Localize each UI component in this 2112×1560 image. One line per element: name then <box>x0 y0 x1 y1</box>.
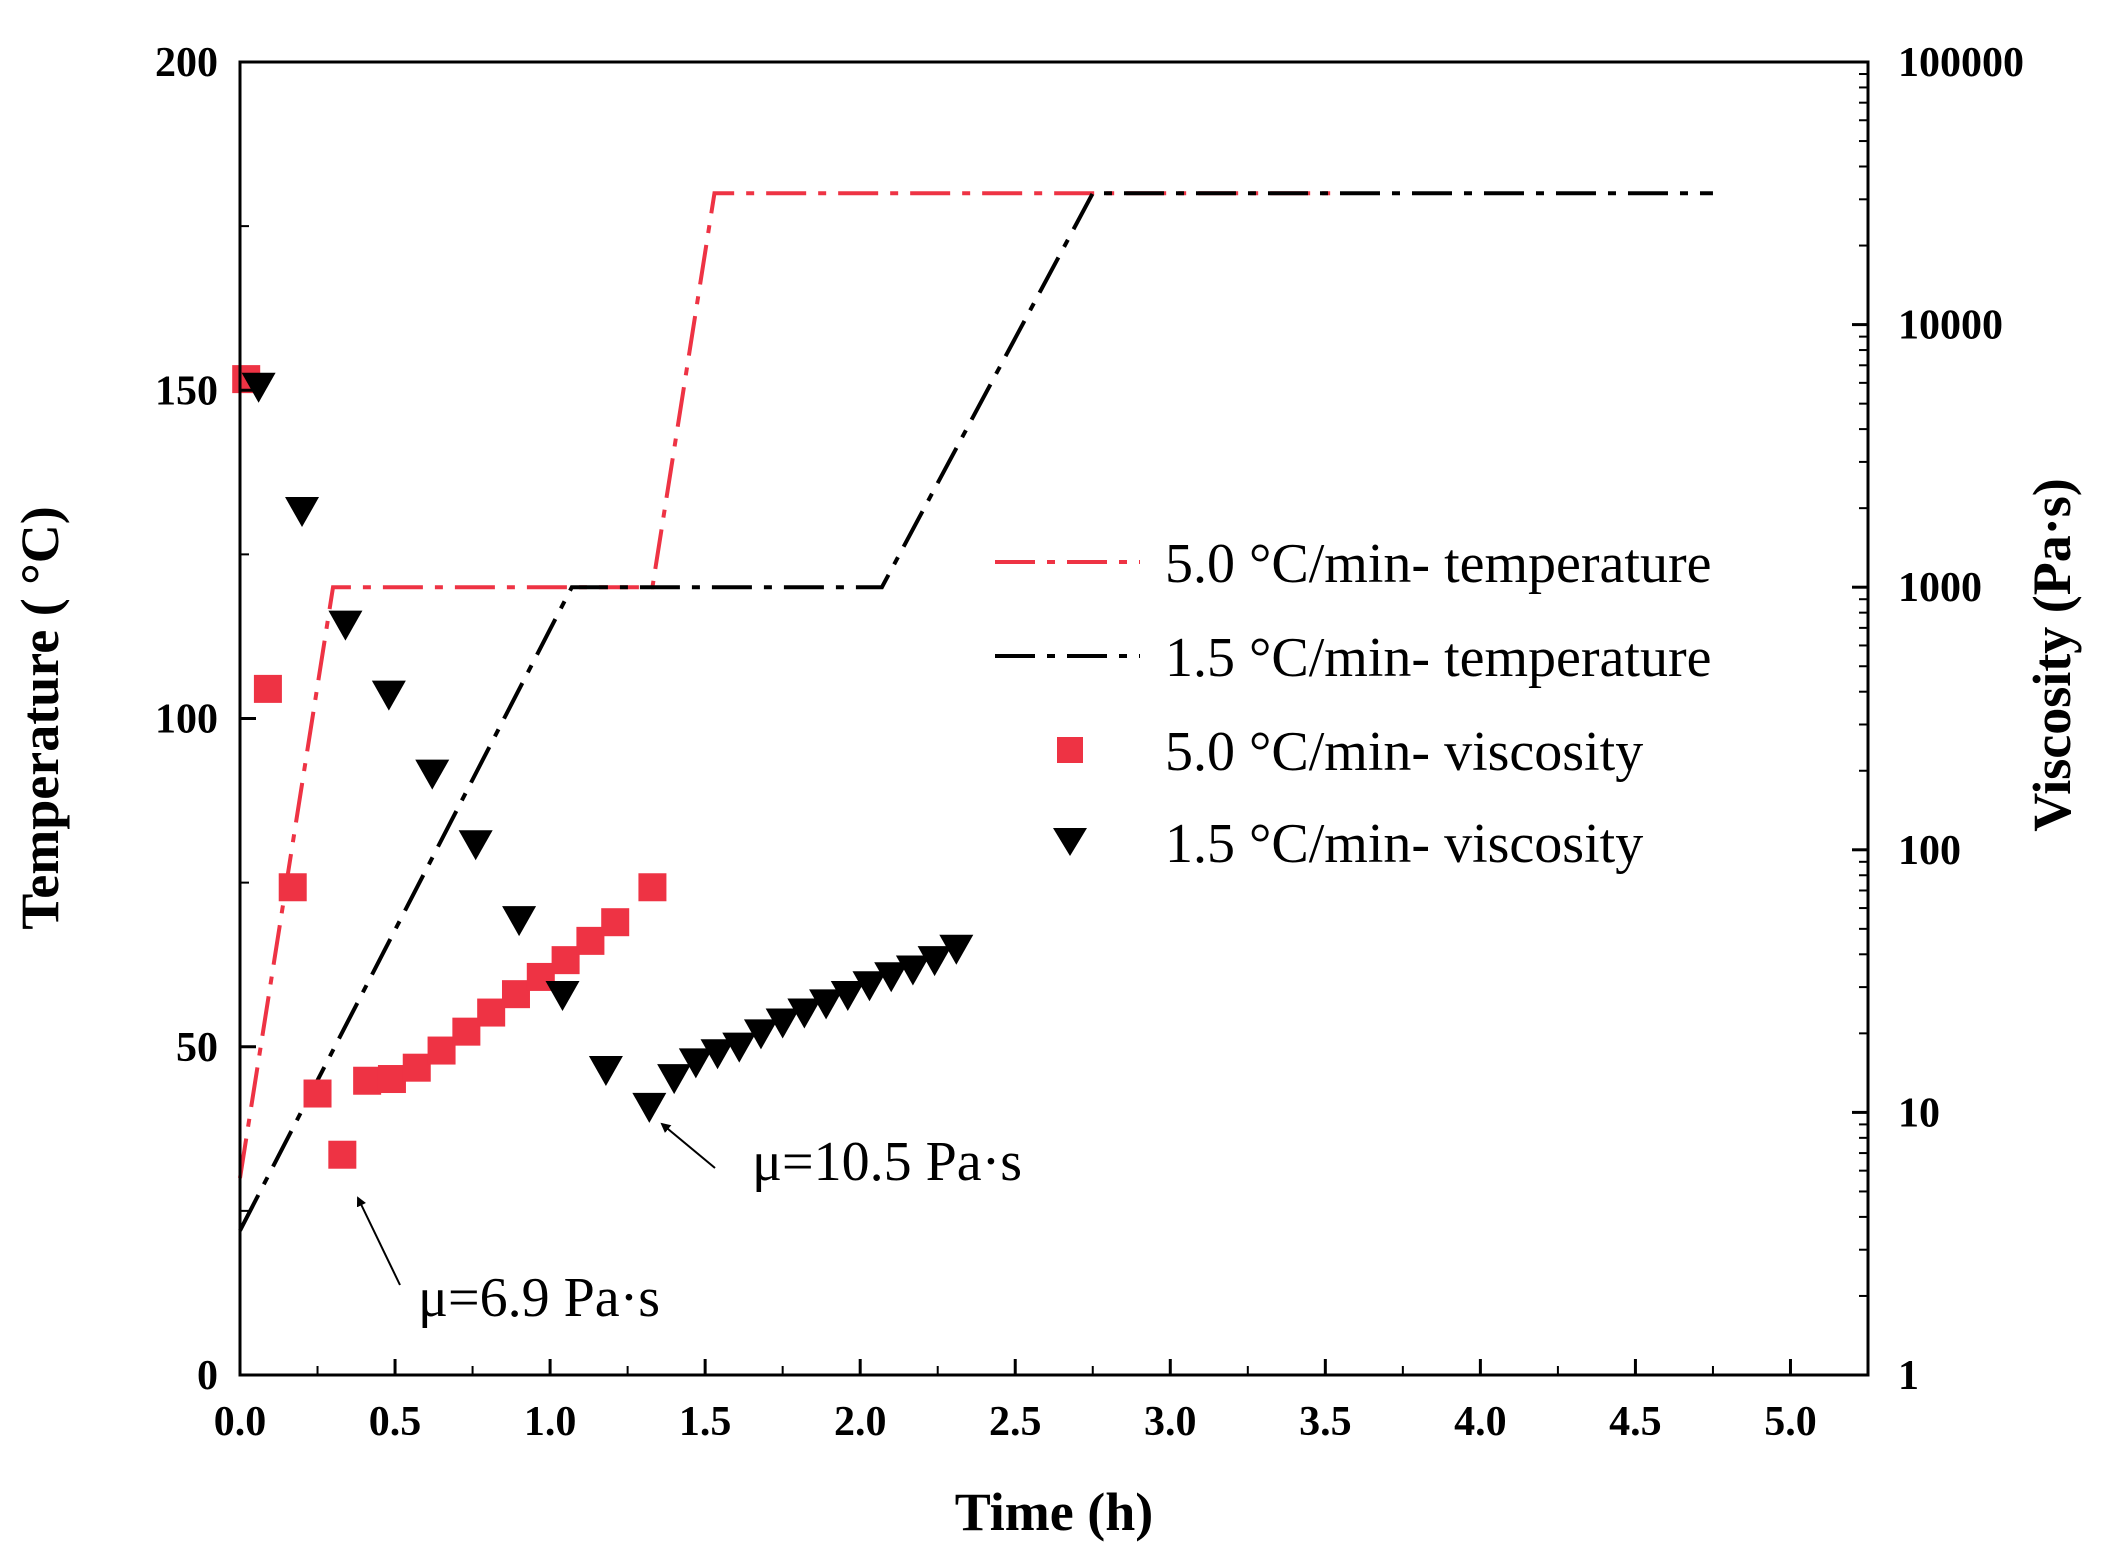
data-point-triangle <box>809 989 844 1020</box>
data-point-square <box>253 674 282 703</box>
data-point-square <box>377 1065 406 1094</box>
data-point-triangle <box>588 1056 623 1087</box>
data-point-triangle <box>852 971 887 1002</box>
x-tick-label: 5.0 <box>1764 1399 1817 1445</box>
data-point-square <box>427 1036 456 1065</box>
data-point-triangle <box>545 980 580 1011</box>
data-point-triangle <box>371 680 406 711</box>
x-tick-label: 3.0 <box>1144 1399 1197 1445</box>
data-point-triangle <box>328 610 363 641</box>
x-tick-label: 1.5 <box>679 1399 732 1445</box>
data-point-triangle <box>743 1019 778 1050</box>
data-point-square <box>303 1079 332 1108</box>
data-point-triangle <box>458 830 493 861</box>
data-point-triangle <box>917 946 952 977</box>
y-left-tick-label: 50 <box>176 1025 218 1071</box>
x-tick-label: 4.5 <box>1609 1399 1662 1445</box>
data-point-square <box>477 998 506 1027</box>
annotation-text-min-1-5c: μ=10.5 Pa·s <box>752 1131 1022 1193</box>
data-point-square <box>638 873 667 902</box>
data-point-triangle <box>657 1064 692 1095</box>
annotation-arrow-min-5c <box>356 1196 401 1286</box>
data-point-triangle <box>502 906 537 937</box>
data-point-triangle <box>830 980 865 1011</box>
data-point-square <box>278 873 307 902</box>
legend-label-1-5c-temperature: 1.5 °C/min- temperature <box>1165 627 1711 689</box>
data-point-triangle <box>678 1048 713 1079</box>
data-point-square <box>353 1066 382 1095</box>
legend-label-5c-temperature: 5.0 °C/min- temperature <box>1165 533 1711 595</box>
x-tick-label: 0.0 <box>214 1399 267 1445</box>
x-tick-label: 3.5 <box>1299 1399 1352 1445</box>
x-tick-label: 2.5 <box>989 1399 1042 1445</box>
y-right-tick-label: 100 <box>1898 828 1961 874</box>
legend-swatch-1-5c-viscosity <box>1053 828 1087 856</box>
data-point-triangle <box>241 372 276 403</box>
data-point-triangle <box>895 955 930 986</box>
data-point-square <box>402 1053 431 1082</box>
y-left-tick-label: 200 <box>155 40 218 86</box>
y-right-tick-label: 1 <box>1898 1353 1919 1399</box>
annotation-text-min-5c: μ=6.9 Pa·s <box>418 1267 660 1329</box>
data-point-square <box>452 1017 481 1046</box>
data-point-triangle <box>722 1032 757 1063</box>
data-point-triangle <box>632 1092 667 1123</box>
data-point-square <box>551 946 580 975</box>
data-point-triangle <box>787 998 822 1029</box>
x-tick-label: 0.5 <box>369 1399 422 1445</box>
y-right-tick-label: 1000 <box>1898 565 1982 611</box>
y-right-tick-label: 10000 <box>1898 303 2003 349</box>
data-point-square <box>576 926 605 955</box>
y-left-tick-label: 0 <box>197 1353 218 1399</box>
legend: 5.0 °C/min- temperature 1.5 °C/min- temp… <box>995 533 1711 875</box>
annotations: μ=6.9 Pa·s μ=10.5 Pa·s <box>356 1122 1022 1329</box>
y-left-axis-title: Temperature ( °C) <box>10 506 70 930</box>
y-left-tick-label: 100 <box>155 697 218 743</box>
plot-frame <box>238 60 1870 1377</box>
data-point-square <box>601 908 630 937</box>
series-line-1-5-c-min-temperature <box>238 191 1713 1232</box>
data-point-triangle <box>700 1039 735 1070</box>
legend-label-5c-viscosity: 5.0 °C/min- viscosity <box>1165 721 1643 783</box>
x-tick-label: 4.0 <box>1454 1399 1507 1445</box>
y-right-tick-label: 10 <box>1898 1090 1940 1136</box>
x-tick-label: 2.0 <box>834 1399 887 1445</box>
legend-label-1-5c-viscosity: 1.5 °C/min- viscosity <box>1165 813 1643 875</box>
x-tick-label: 1.0 <box>524 1399 577 1445</box>
data-point-triangle <box>939 934 974 965</box>
data-point-triangle <box>415 759 450 790</box>
data-point-triangle <box>765 1008 800 1039</box>
annotation-arrow-min-1-5c <box>660 1122 716 1169</box>
legend-swatch-5c-viscosity <box>1057 737 1083 763</box>
y-right-tick-label: 100000 <box>1898 40 2024 86</box>
data-point-triangle <box>874 962 909 993</box>
data-point-triangle <box>285 497 320 528</box>
data-point-square <box>328 1140 357 1169</box>
x-axis-title: Time (h) <box>955 1482 1154 1542</box>
y-right-axis-title: Viscosity (Pa·s) <box>2022 478 2082 831</box>
y-left-tick-label: 150 <box>155 368 218 414</box>
data-point-square <box>501 980 530 1009</box>
